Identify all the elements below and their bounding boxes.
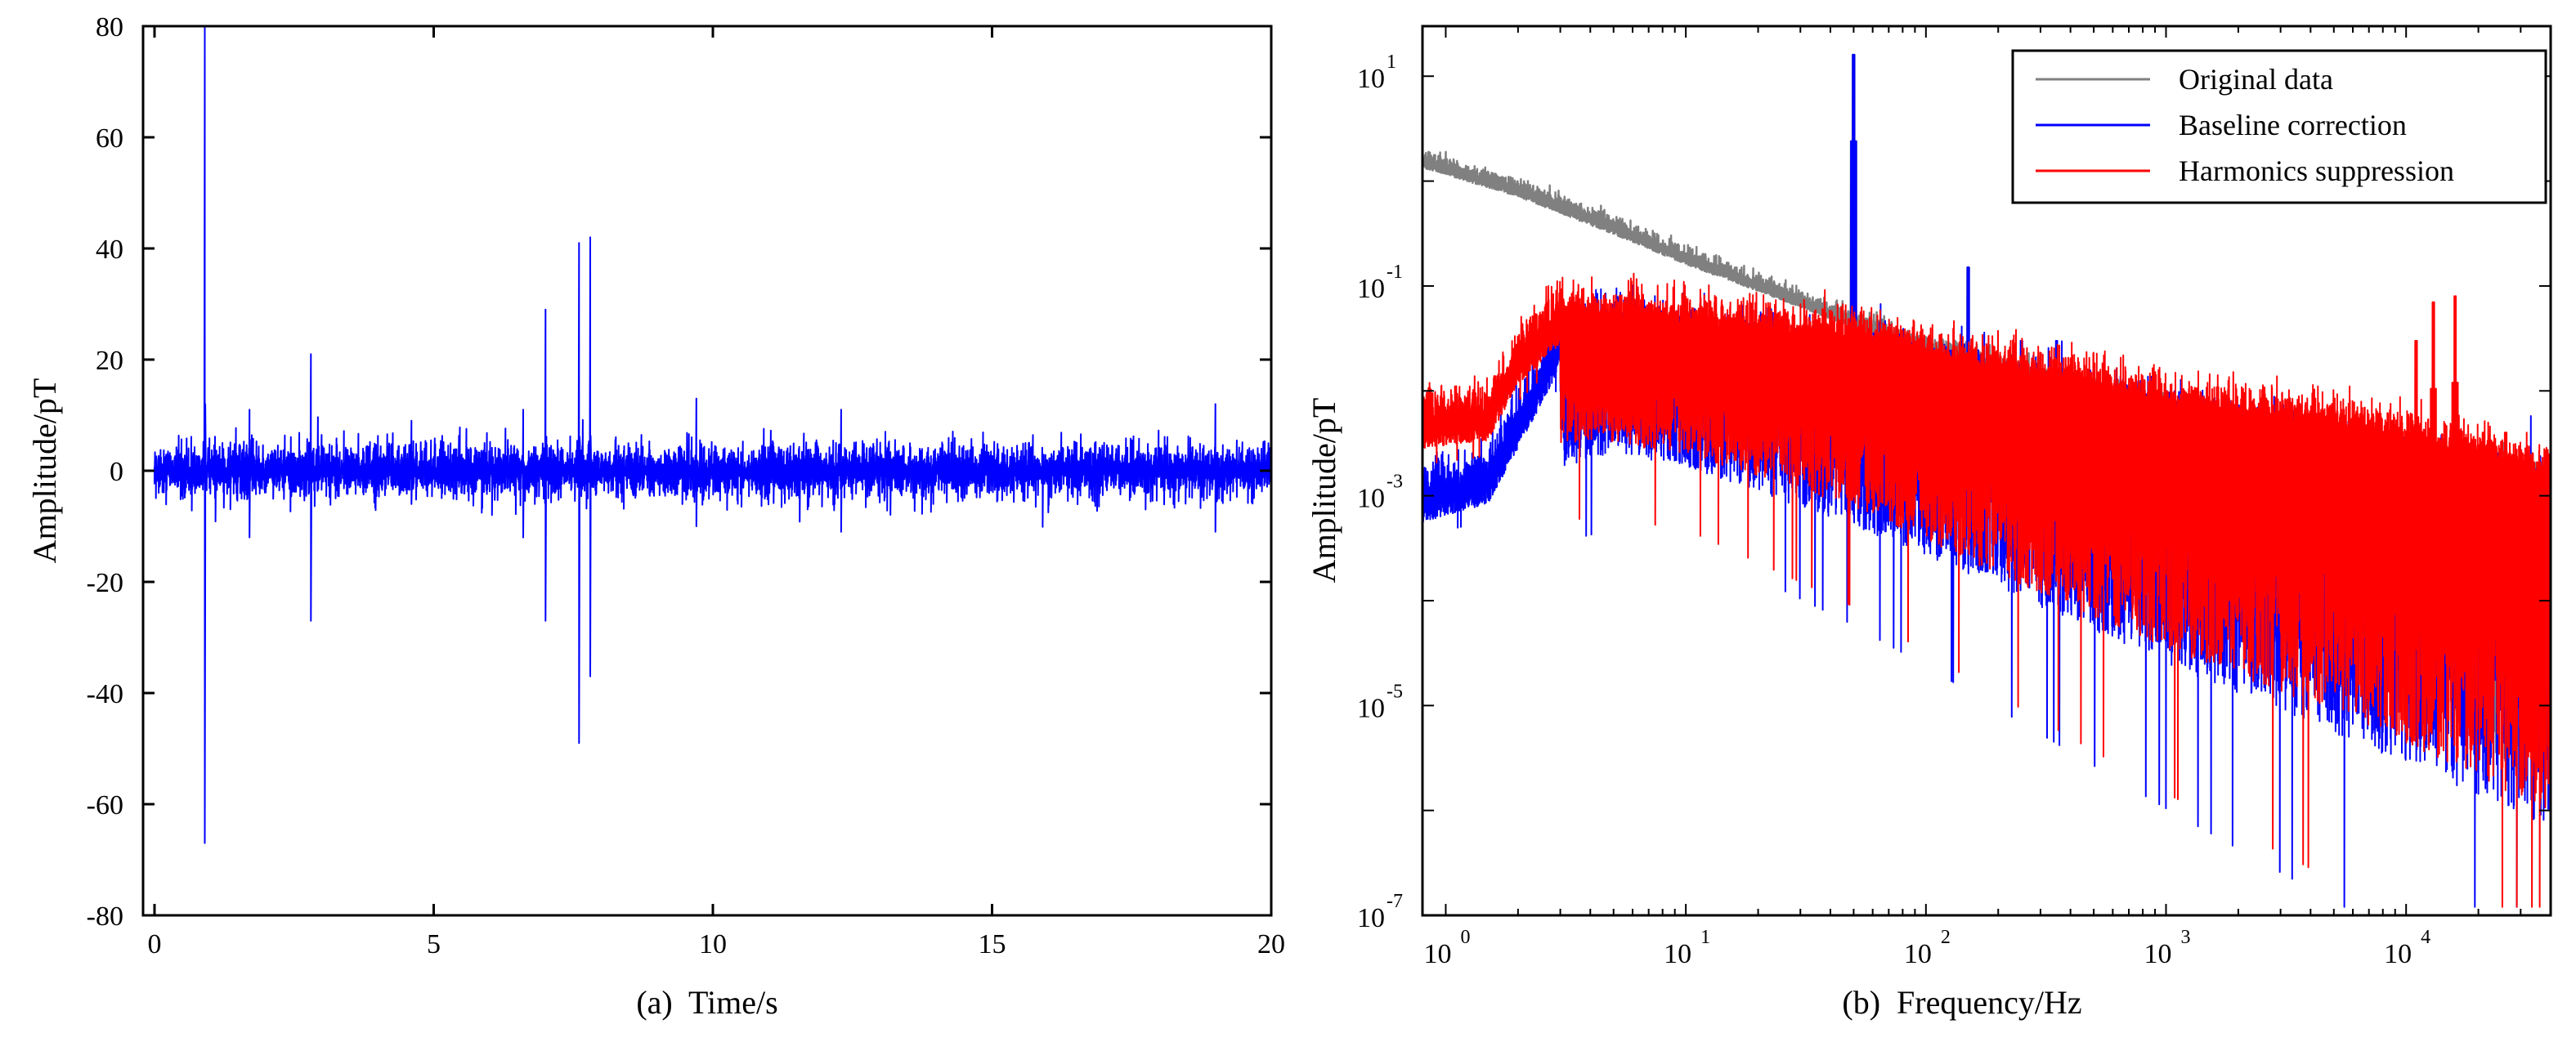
time-y-tick-label: -60 <box>87 790 123 821</box>
spectrum-y-tick-exponent: 1 <box>1387 51 1396 73</box>
spectrum-y-tick-exponent: -5 <box>1387 681 1403 702</box>
spectrum-x-tick-exponent: 3 <box>2181 927 2191 948</box>
spectrum-harmonics-line <box>1422 272 2551 908</box>
time-y-tick-label: 20 <box>96 346 123 376</box>
time-y-axis-title: Amplitude/pT <box>26 378 63 564</box>
time-y-tick-label: -80 <box>87 901 123 932</box>
spectrum-x-tick-label: 10 <box>2384 939 2412 969</box>
spectrum-y-tick-label: 10 <box>1357 64 1385 94</box>
time-domain-panel: 0 5 10 15 20 -80 -60 -40 -20 0 20 40 60 80 Amplitude… <box>26 12 1285 1021</box>
spectrum-y-tick-exponent: -1 <box>1387 262 1403 283</box>
time-y-tick-label: -40 <box>87 679 123 709</box>
spectrum-y-tick-label: 10 <box>1357 274 1385 304</box>
spectrum-x-tick-exponent: 2 <box>1941 927 1951 948</box>
spectrum-x-tick-label: 10 <box>1423 939 1451 969</box>
spectrum-x-tick-label: 10 <box>2144 939 2172 969</box>
time-y-tick-label: 40 <box>96 235 123 265</box>
spectrum-y-tick-exponent: -7 <box>1387 891 1403 912</box>
time-x-tick-label: 10 <box>699 929 727 959</box>
spectrum-x-tick-exponent: 0 <box>1460 927 1470 948</box>
legend: Original data Baseline correction Harmon… <box>2011 49 2547 204</box>
spectrum-y-axis-title: Amplitude/pT <box>1306 398 1342 584</box>
spectrum-plot-frame <box>1421 25 2552 917</box>
time-signal-series <box>154 25 1272 844</box>
spectrum-x-tick-label: 10 <box>1664 939 1691 969</box>
time-caption: (a) Time/s <box>636 984 777 1021</box>
legend-box <box>2011 49 2547 204</box>
legend-label-original: Original data <box>2179 63 2333 96</box>
time-x-tick-label: 0 <box>148 929 162 959</box>
spectrum-y-tick-exponent: -3 <box>1387 472 1403 493</box>
time-y-tick-label: 0 <box>110 457 123 487</box>
time-signal-line <box>154 25 1272 844</box>
spectrum-y-tick-label: 10 <box>1357 903 1385 933</box>
spectrum-x-tick-label: 10 <box>1904 939 1932 969</box>
spectrum-y-tick-label: 10 <box>1357 484 1385 514</box>
time-y-tick-label: 60 <box>96 123 123 154</box>
time-y-ticks: -80 -60 -40 -20 0 20 40 60 80 <box>87 12 1271 932</box>
spectrum-x-tick-exponent: 1 <box>1700 927 1710 948</box>
time-x-tick-label: 15 <box>979 929 1006 959</box>
spectrum-x-ticks: 10 0 10 1 10 2 10 3 10 4 <box>1423 26 2551 969</box>
legend-label-harmonics: Harmonics suppression <box>2179 154 2454 187</box>
time-y-tick-label: 80 <box>96 12 123 42</box>
spectrum-x-tick-exponent: 4 <box>2421 927 2430 948</box>
spectrum-y-tick-label: 10 <box>1357 693 1385 723</box>
legend-label-baseline: Baseline correction <box>2179 109 2407 141</box>
time-x-ticks: 0 5 10 15 20 <box>148 26 1285 959</box>
spectrum-series-group <box>1421 53 2552 908</box>
time-y-tick-label: -20 <box>87 568 123 598</box>
time-x-tick-label: 20 <box>1257 929 1285 959</box>
spectrum-caption: (b) Frequency/Hz <box>1842 984 2081 1021</box>
time-x-tick-label: 5 <box>427 929 441 959</box>
